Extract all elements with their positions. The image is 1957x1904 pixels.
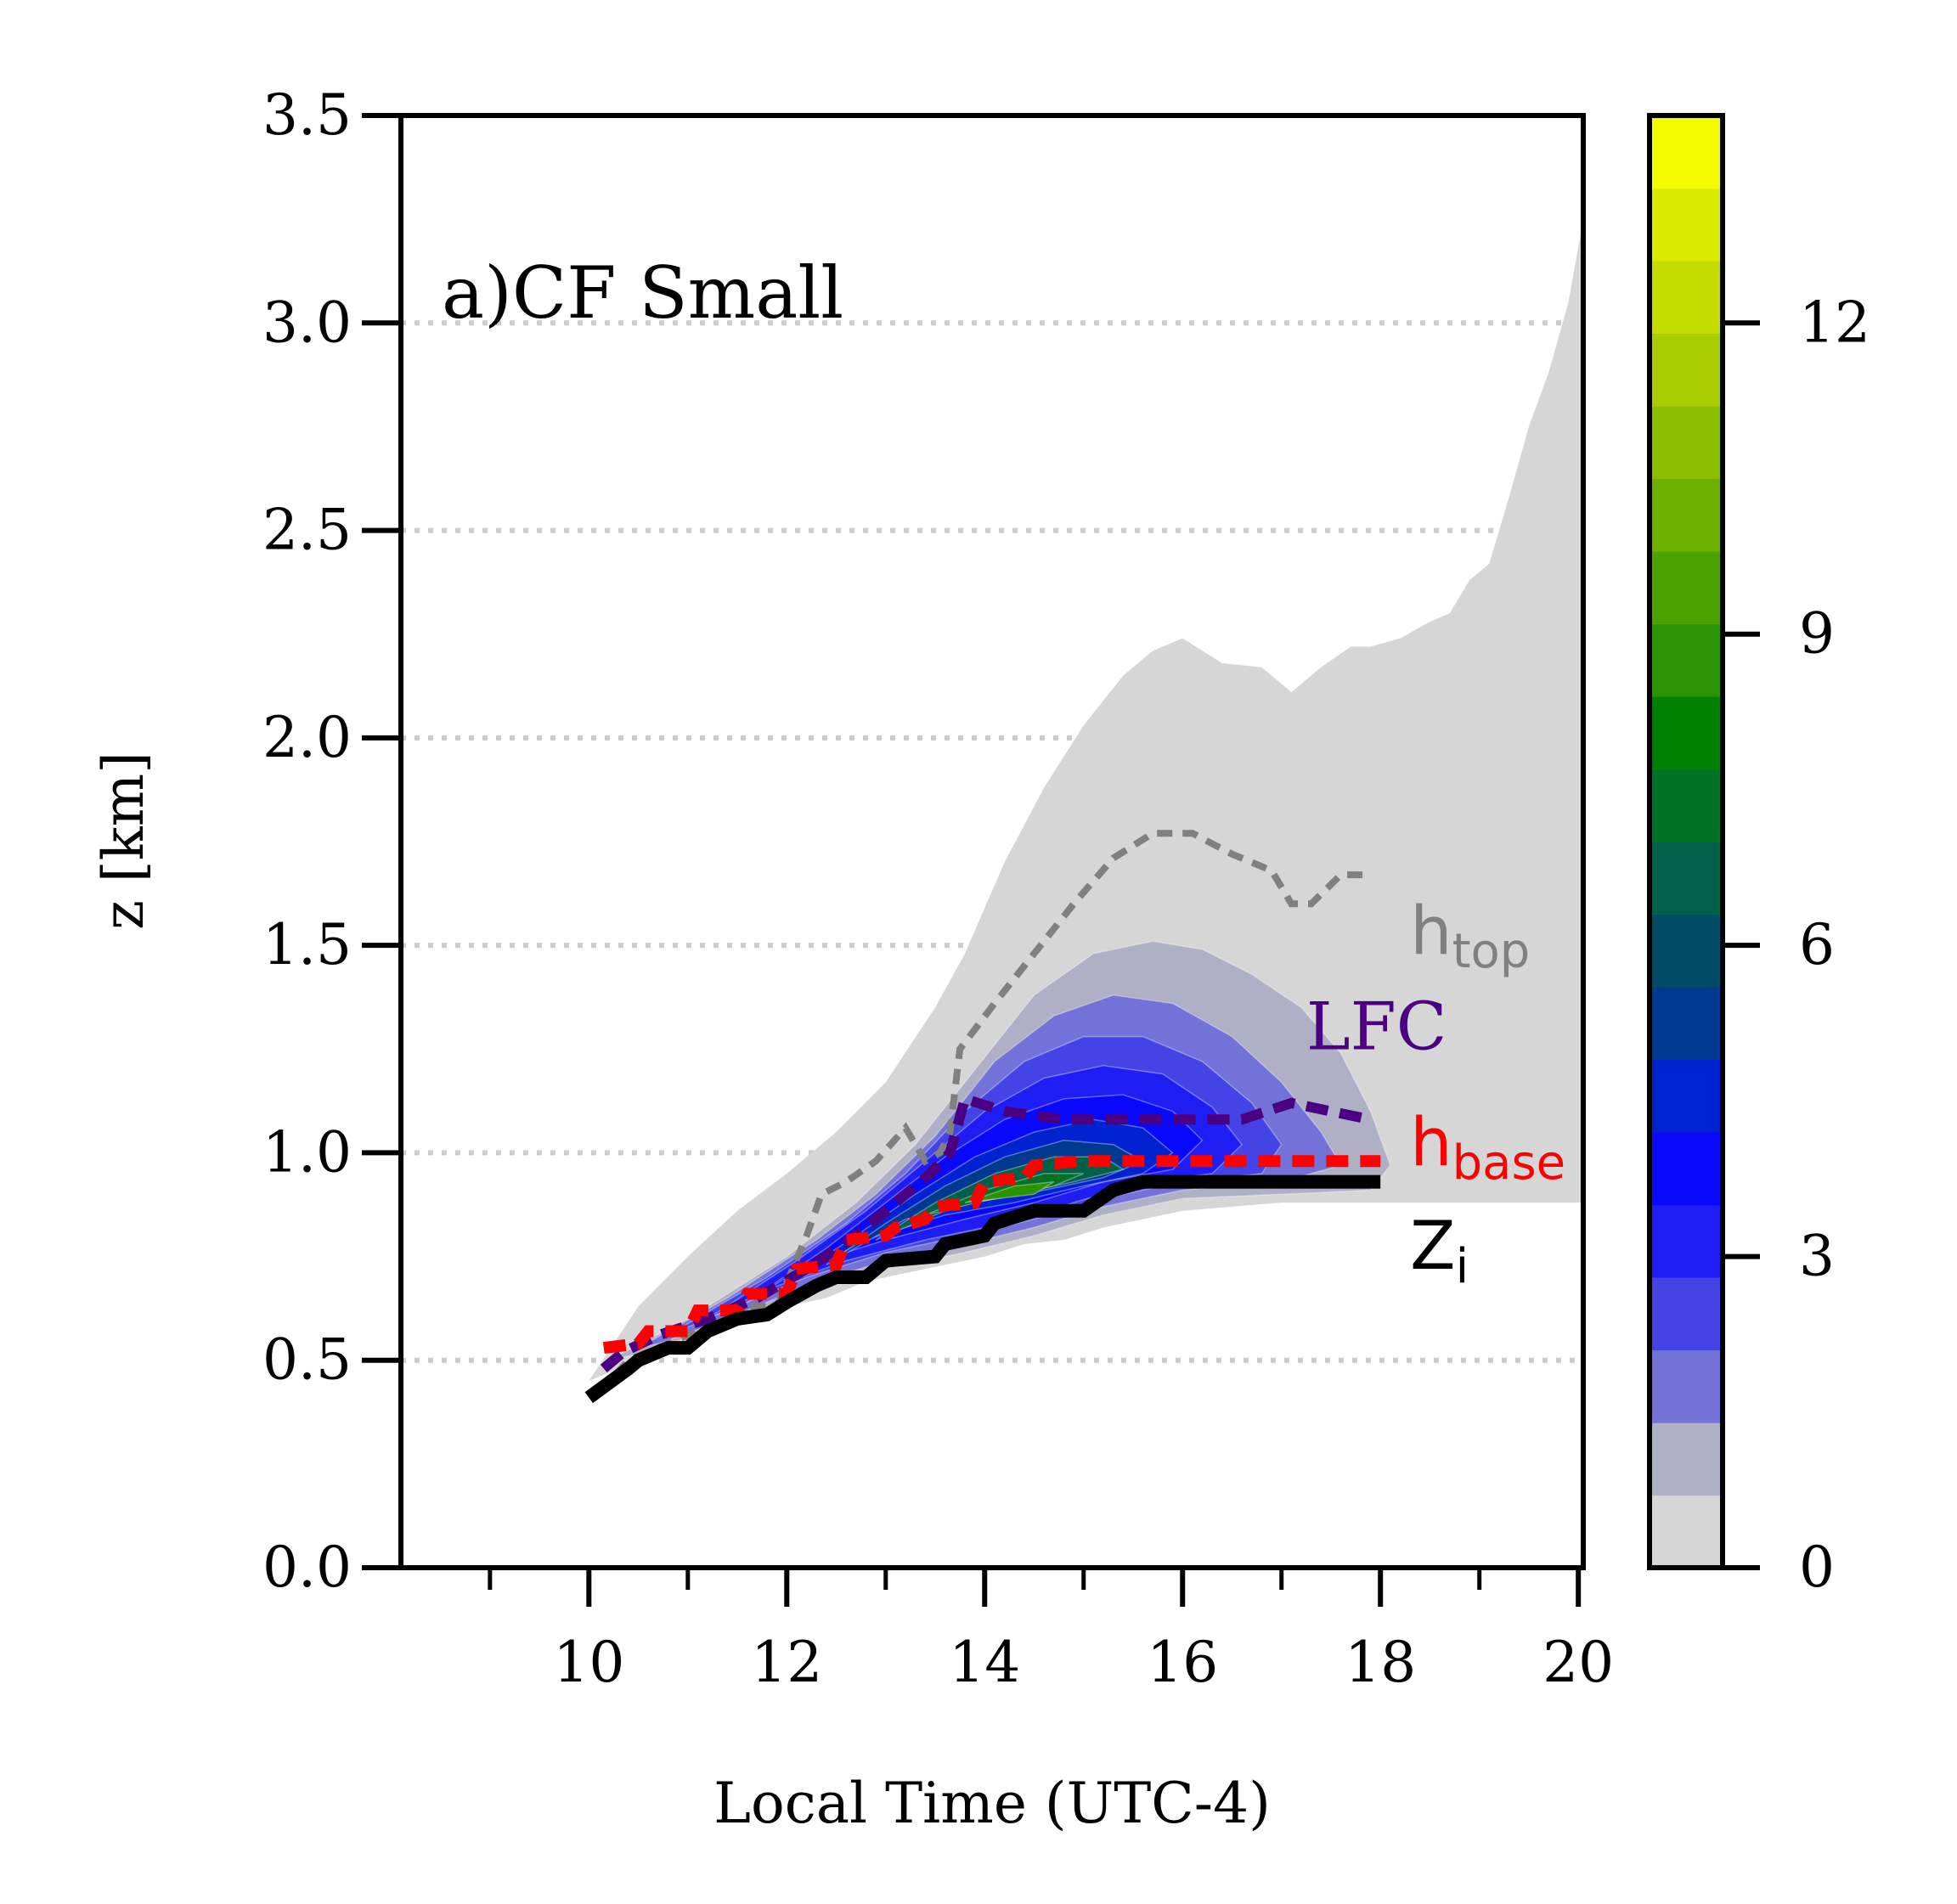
series-label-h-top: htop (1410, 893, 1530, 979)
colorbar-frame (1647, 113, 1725, 1570)
series-label-h-base: hbase (1410, 1105, 1565, 1191)
colorbar-segment (1650, 1422, 1723, 1496)
colorbar-segment (1650, 115, 1723, 189)
y-tick-label: 1.5 (262, 912, 352, 977)
colorbar-segment (1650, 1277, 1723, 1351)
panel-label: a)CF Small (442, 251, 843, 335)
colorbar-segment (1650, 333, 1723, 407)
y-tick-label: 1.0 (262, 1119, 352, 1185)
series-line-lfc (600, 1092, 1372, 1373)
colorbar-segment (1650, 1204, 1723, 1278)
colorbar-segment (1650, 551, 1723, 625)
colorbar-segment (1650, 1495, 1723, 1569)
series-labels: htop LFC hbase Zi (1306, 893, 1565, 1294)
series-label-z-i: Zi (1410, 1208, 1469, 1294)
colorbar-tick-label: 6 (1799, 912, 1835, 977)
x-axis-ticks: 10 12 14 16 18 20 (488, 1568, 1614, 1695)
colorbar-segment (1650, 406, 1723, 480)
y-tick-label: 3.0 (262, 290, 352, 355)
colorbar (1650, 115, 1723, 1569)
colorbar-segment (1650, 842, 1723, 915)
x-axis-label: Local Time (UTC-4) (713, 1771, 1271, 1836)
y-tick-label: 0.0 (262, 1535, 352, 1600)
x-tick-label: 14 (949, 1630, 1020, 1695)
x-tick-label: 10 (553, 1630, 624, 1695)
colorbar-tick-label: 9 (1799, 601, 1835, 667)
x-tick-label: 12 (751, 1630, 822, 1695)
y-axis-ticks: 0.0 0.5 1.0 1.5 2.0 2.5 3.0 3.5 (262, 82, 401, 1600)
x-tick-label: 16 (1147, 1630, 1218, 1695)
colorbar-segment (1650, 1132, 1723, 1206)
y-tick-label: 2.5 (262, 498, 352, 563)
colorbar-segment (1650, 987, 1723, 1061)
colorbar-segment (1650, 696, 1723, 770)
colorbar-segment (1650, 478, 1723, 552)
colorbar-segment (1650, 623, 1723, 697)
y-axis-label: z [km] (91, 752, 156, 930)
contour-level-10 (964, 1180, 1055, 1203)
colorbar-tick-label: 0 (1799, 1535, 1835, 1600)
series-label-lfc: LFC (1306, 989, 1447, 1065)
series-line-h-top (596, 830, 1371, 1396)
colorbar-segment (1650, 1059, 1723, 1133)
colorbar-tick-label: 12 (1799, 290, 1870, 355)
y-tick-label: 0.5 (262, 1327, 352, 1393)
plot-area (401, 219, 1583, 1404)
y-tick-label: 3.5 (262, 82, 352, 148)
series-lines (584, 830, 1381, 1404)
x-tick-label: 18 (1345, 1630, 1416, 1695)
colorbar-segment (1650, 261, 1723, 335)
colorbar-segment (1650, 914, 1723, 988)
colorbar-segment (1650, 769, 1723, 842)
x-tick-label: 20 (1542, 1630, 1614, 1695)
series-line-h-base (602, 1155, 1381, 1355)
y-tick-label: 2.0 (262, 705, 352, 770)
colorbar-tick-label: 3 (1799, 1224, 1835, 1289)
plot-frame (398, 113, 1586, 1570)
colorbar-segment (1650, 1349, 1723, 1423)
colorbar-ticks: 0 3 6 9 12 (1723, 290, 1870, 1600)
colorbar-segment (1650, 188, 1723, 262)
series-line-z-i (584, 1175, 1381, 1404)
